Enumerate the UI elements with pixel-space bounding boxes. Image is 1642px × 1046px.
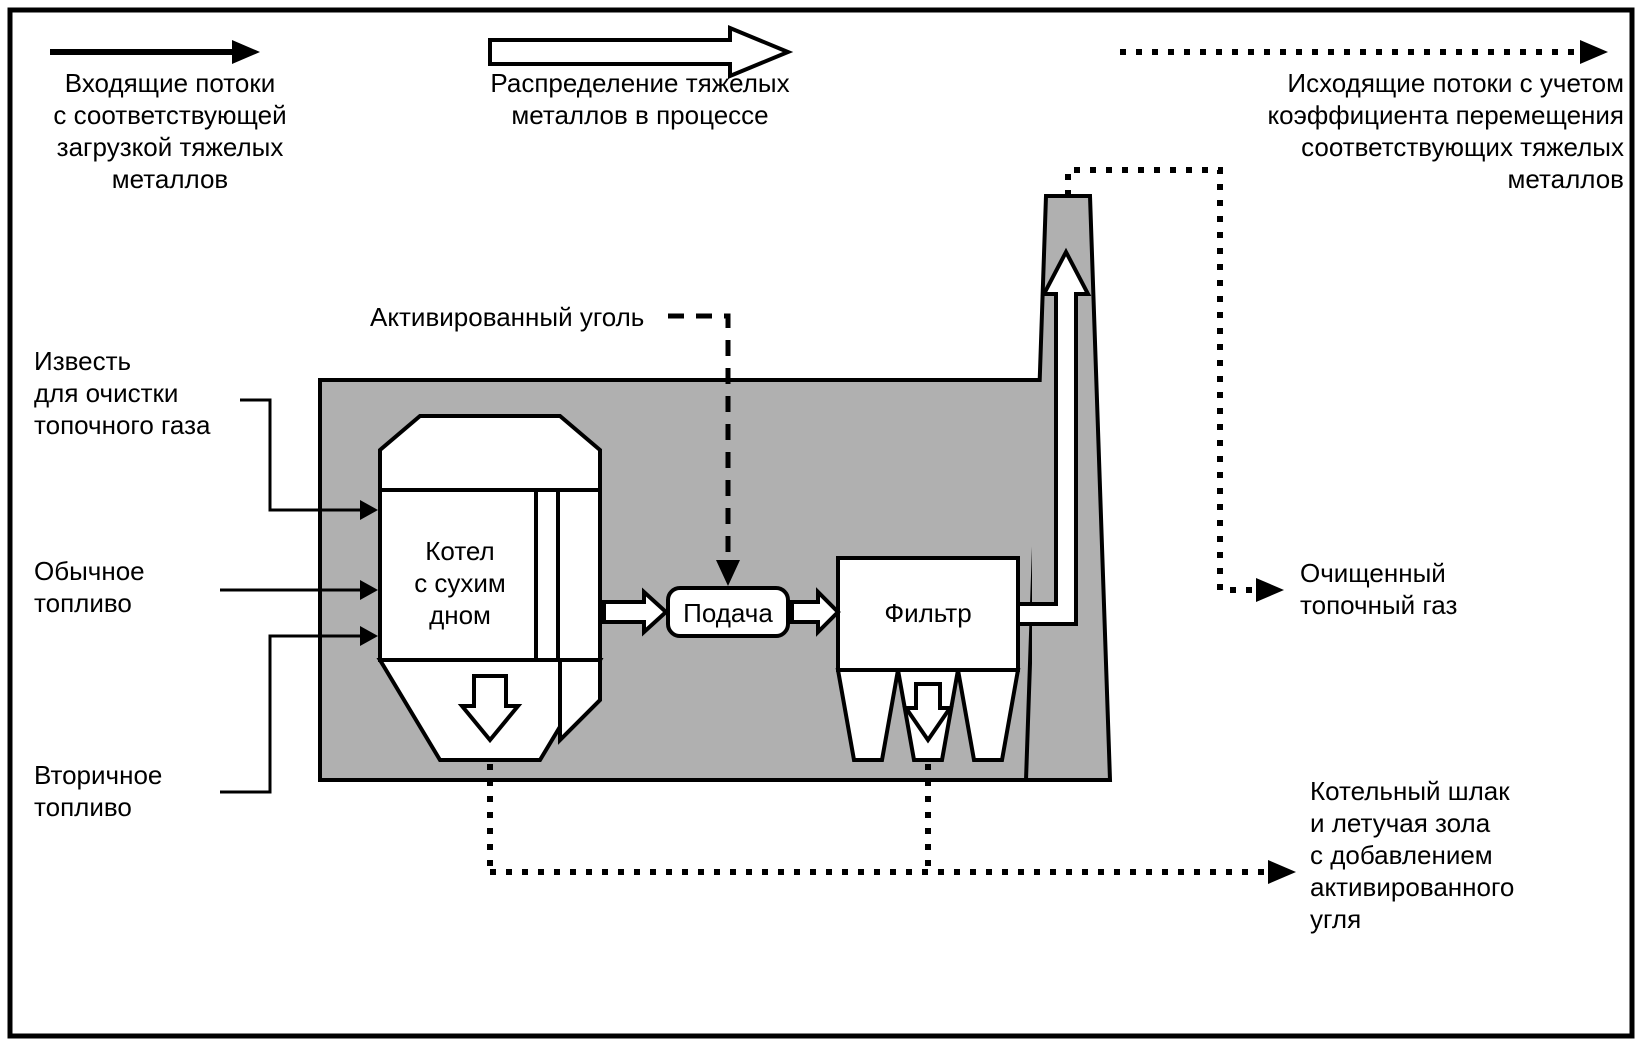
legend-outgoing-line3: соответствующих тяжелых bbox=[1301, 132, 1624, 162]
slag-ash-line2: и летучая зола bbox=[1310, 808, 1491, 838]
legend-incoming-line1: Входящие потоки bbox=[65, 68, 275, 98]
clean-gas-line2: топочный газ bbox=[1300, 590, 1457, 620]
legend-incoming-line3: загрузкой тяжелых bbox=[57, 132, 284, 162]
boiler-line2: с сухим bbox=[414, 568, 506, 598]
boiler-line3: дном bbox=[429, 600, 491, 630]
feed-label: Подача bbox=[683, 598, 773, 628]
filter-label: Фильтр bbox=[884, 598, 971, 628]
filter bbox=[838, 558, 1018, 760]
input-lime-line3: топочного газа bbox=[34, 410, 211, 440]
legend-distribution-line1: Распределение тяжелых bbox=[490, 68, 789, 98]
input-secfuel-line1: Вторичное bbox=[34, 760, 162, 790]
legend-incoming-line4: металлов bbox=[112, 164, 228, 194]
legend-outgoing-line4: металлов bbox=[1508, 164, 1624, 194]
diagram-svg: Входящие потоки с соответствующей загруз… bbox=[0, 0, 1642, 1046]
input-lime-line2: для очистки bbox=[34, 378, 178, 408]
legend-distribution-line2: металлов в процессе bbox=[511, 100, 768, 130]
legend-outgoing-line1: Исходящие потоки с учетом bbox=[1287, 68, 1624, 98]
legend-incoming-line2: с соответствующей bbox=[53, 100, 286, 130]
legend-outgoing-line2: коэффициента перемещения bbox=[1267, 100, 1624, 130]
input-mainfuel-line2: топливо bbox=[34, 588, 132, 618]
slag-ash-line1: Котельный шлак bbox=[1310, 776, 1510, 806]
slag-ash-line3: с добавлением bbox=[1310, 840, 1493, 870]
input-mainfuel-line1: Обычное bbox=[34, 556, 145, 586]
diagram-root: Входящие потоки с соответствующей загруз… bbox=[0, 0, 1642, 1046]
input-lime-line1: Известь bbox=[34, 346, 131, 376]
boiler-line1: Котел bbox=[425, 536, 494, 566]
clean-gas-line1: Очищенный bbox=[1300, 558, 1446, 588]
input-secfuel-line2: топливо bbox=[34, 792, 132, 822]
slag-ash-line5: угля bbox=[1310, 904, 1361, 934]
slag-ash-line4: активированного bbox=[1310, 872, 1514, 902]
activated-carbon-label: Активированный уголь bbox=[370, 302, 644, 332]
